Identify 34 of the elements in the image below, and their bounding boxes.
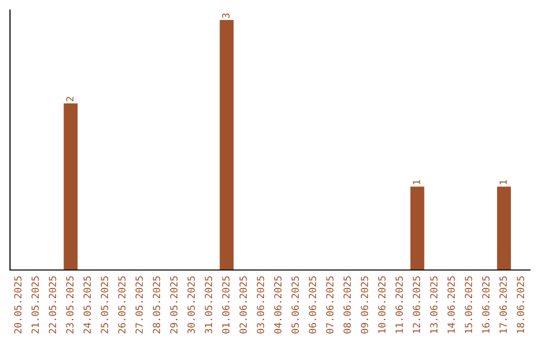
x-tick-label: 14.06.2025 <box>447 276 455 333</box>
x-tick-label: 24.05.2025 <box>83 276 91 334</box>
x-tick-label: 15.06.2025 <box>464 276 472 333</box>
x-tick-label: 21.05.2025 <box>31 276 39 334</box>
x-tick-label: 25.05.2025 <box>100 276 108 334</box>
x-tick-label: 13.06.2025 <box>430 276 438 333</box>
x-tick-label: 06.06.2025 <box>308 276 316 334</box>
x-tick-label: 23.05.2025 <box>66 276 74 334</box>
x-tick-label: 05.06.2025 <box>291 276 299 334</box>
x-tick-label: 22.05.2025 <box>48 276 56 334</box>
x-tick-label: 29.05.2025 <box>170 276 178 334</box>
x-tick-label: 12.06.2025 <box>412 276 420 333</box>
x-tick-label: 10.06.2025 <box>378 276 386 333</box>
x-tick-label: 04.06.2025 <box>274 276 282 334</box>
data-label: 1 <box>500 180 507 184</box>
data-label: 3 <box>222 13 230 18</box>
x-tick-label: 20.05.2025 <box>14 276 22 334</box>
x-tick-label: 18.06.2025 <box>516 276 524 333</box>
x-tick-label: 07.06.2025 <box>326 276 334 334</box>
x-tick-label: 01.06.2025 <box>222 276 230 334</box>
x-tick-label: 03.06.2025 <box>256 276 264 334</box>
x-tick-label: 30.05.2025 <box>187 276 195 334</box>
x-tick-label: 02.06.2025 <box>239 276 247 334</box>
x-tick-label: 17.06.2025 <box>499 276 507 333</box>
data-label: 1 <box>412 180 420 184</box>
x-tick-label: 26.05.2025 <box>118 276 126 334</box>
x-tick-label: 11.06.2025 <box>395 276 403 333</box>
x-tick-label: 08.06.2025 <box>343 276 351 334</box>
x-tick-label: 16.06.2025 <box>482 276 490 333</box>
x-tick-label: 28.05.2025 <box>152 276 160 334</box>
x-tick-label: 27.05.2025 <box>135 276 143 334</box>
x-tick-label: 31.05.2025 <box>204 276 212 334</box>
x-tick-label: 09.06.2025 <box>360 276 368 334</box>
data-label: 2 <box>66 96 74 102</box>
